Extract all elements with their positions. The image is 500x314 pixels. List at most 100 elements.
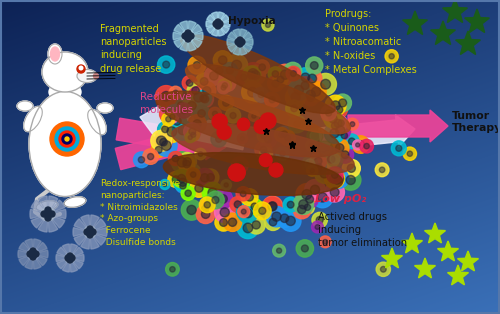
Circle shape: [151, 142, 166, 158]
Circle shape: [306, 165, 318, 176]
Circle shape: [207, 174, 214, 181]
Circle shape: [190, 179, 208, 197]
Polygon shape: [382, 248, 402, 268]
Circle shape: [310, 131, 320, 141]
Circle shape: [342, 151, 349, 159]
Circle shape: [218, 79, 232, 92]
Wedge shape: [48, 196, 58, 214]
Circle shape: [336, 146, 353, 163]
Circle shape: [214, 20, 222, 28]
Wedge shape: [212, 12, 218, 24]
Circle shape: [212, 114, 228, 129]
Circle shape: [301, 82, 309, 89]
Circle shape: [314, 165, 322, 172]
Circle shape: [272, 71, 278, 77]
Wedge shape: [70, 244, 78, 258]
Ellipse shape: [42, 52, 88, 92]
Circle shape: [323, 240, 328, 244]
Circle shape: [300, 200, 314, 214]
Circle shape: [230, 197, 246, 212]
Circle shape: [255, 141, 272, 159]
Wedge shape: [90, 232, 100, 249]
Wedge shape: [48, 214, 58, 232]
Ellipse shape: [180, 35, 336, 113]
Circle shape: [160, 138, 168, 146]
Circle shape: [187, 128, 200, 141]
Circle shape: [49, 211, 55, 217]
Circle shape: [59, 131, 75, 147]
Circle shape: [182, 96, 202, 115]
Circle shape: [155, 134, 172, 150]
Circle shape: [178, 102, 184, 109]
Text: Prodrugs:
* Quinones
* Nitroacomatic
* N-oxides
* Metal Complexes: Prodrugs: * Quinones * Nitroacomatic * N…: [325, 9, 417, 75]
Circle shape: [266, 23, 270, 27]
Circle shape: [188, 115, 206, 133]
Circle shape: [164, 110, 172, 118]
Circle shape: [170, 110, 180, 120]
Circle shape: [260, 131, 277, 148]
Circle shape: [228, 218, 236, 226]
FancyArrow shape: [116, 118, 226, 160]
Circle shape: [182, 75, 197, 90]
Circle shape: [314, 73, 336, 95]
Circle shape: [238, 133, 248, 144]
Circle shape: [201, 198, 216, 212]
Circle shape: [258, 146, 270, 158]
Circle shape: [302, 190, 312, 199]
Text: Fragmented
nanoparticles
inducing
drug release: Fragmented nanoparticles inducing drug r…: [100, 24, 166, 73]
Circle shape: [182, 33, 188, 39]
Circle shape: [162, 61, 170, 68]
Wedge shape: [48, 209, 66, 219]
Circle shape: [286, 87, 306, 107]
Polygon shape: [402, 11, 427, 35]
Circle shape: [166, 116, 171, 122]
Circle shape: [198, 82, 216, 100]
Circle shape: [222, 62, 238, 78]
Circle shape: [280, 151, 285, 156]
Circle shape: [65, 255, 71, 261]
Circle shape: [283, 197, 298, 212]
Circle shape: [161, 121, 182, 143]
Circle shape: [306, 195, 314, 203]
Circle shape: [272, 212, 281, 221]
Wedge shape: [70, 247, 83, 258]
Wedge shape: [90, 219, 106, 232]
Circle shape: [268, 67, 282, 81]
Circle shape: [242, 66, 261, 84]
Circle shape: [264, 136, 272, 143]
Circle shape: [211, 131, 226, 147]
Circle shape: [308, 74, 316, 83]
Circle shape: [44, 210, 52, 218]
Circle shape: [330, 188, 339, 197]
Circle shape: [316, 164, 322, 171]
Circle shape: [324, 169, 344, 189]
Circle shape: [235, 39, 241, 45]
Wedge shape: [25, 239, 33, 254]
Wedge shape: [218, 21, 230, 27]
Circle shape: [181, 107, 187, 114]
Circle shape: [298, 205, 306, 214]
Circle shape: [248, 87, 258, 97]
Circle shape: [77, 65, 85, 73]
Circle shape: [299, 200, 308, 209]
Circle shape: [162, 141, 171, 150]
Circle shape: [192, 87, 200, 94]
Circle shape: [320, 236, 331, 248]
Circle shape: [214, 189, 233, 208]
Circle shape: [196, 90, 214, 108]
Circle shape: [306, 82, 326, 102]
Circle shape: [41, 207, 55, 221]
Circle shape: [307, 128, 323, 144]
Circle shape: [304, 180, 326, 200]
Circle shape: [307, 95, 314, 102]
Circle shape: [178, 175, 186, 183]
Circle shape: [294, 85, 304, 95]
Circle shape: [328, 156, 335, 163]
Circle shape: [215, 23, 221, 29]
Circle shape: [178, 156, 195, 172]
Circle shape: [236, 187, 250, 201]
Circle shape: [262, 196, 282, 216]
Circle shape: [346, 118, 358, 130]
Circle shape: [275, 209, 294, 228]
Circle shape: [246, 199, 262, 214]
